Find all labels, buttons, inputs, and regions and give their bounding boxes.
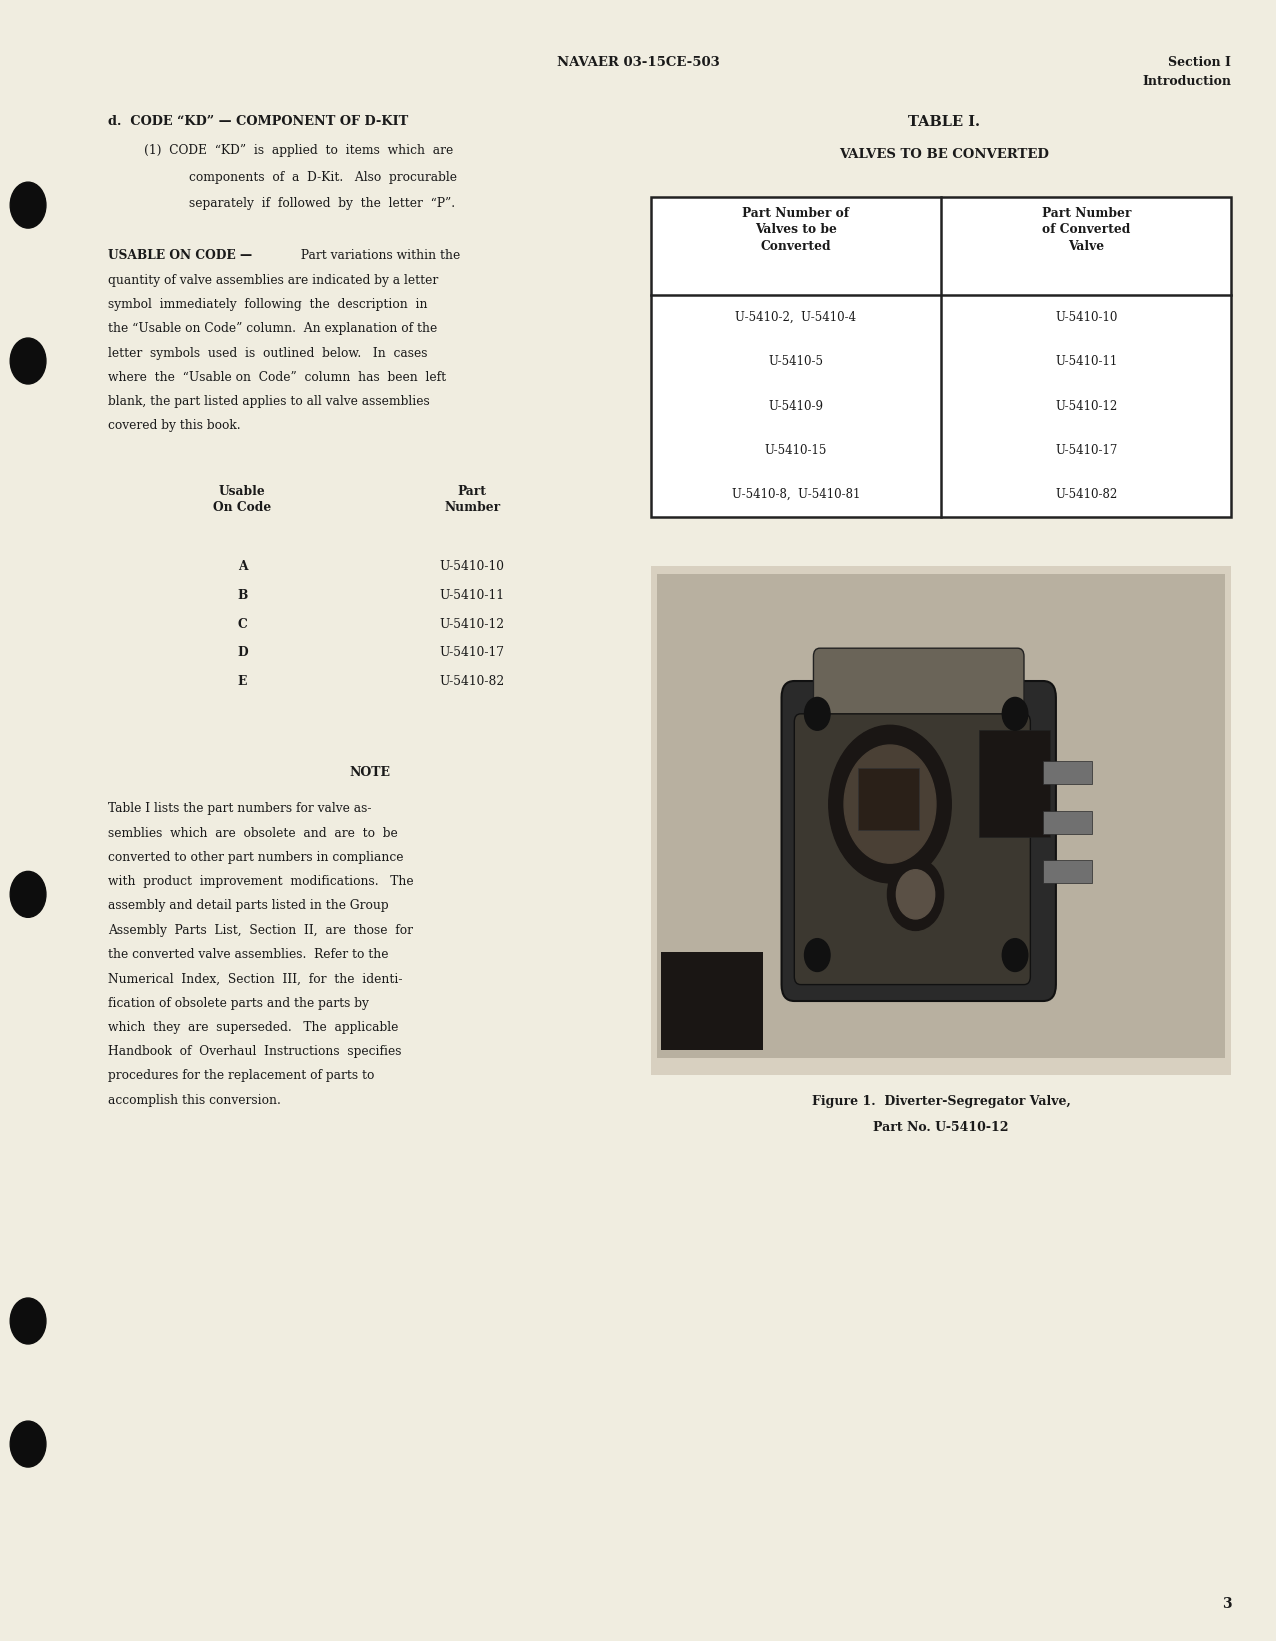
Text: U-5410-11: U-5410-11: [1055, 356, 1118, 368]
Text: U-5410-9: U-5410-9: [768, 400, 823, 412]
Bar: [859, 768, 920, 830]
Text: separately  if  followed  by  the  letter  “P”.: separately if followed by the letter “P”…: [189, 197, 456, 210]
Text: B: B: [237, 589, 248, 602]
Text: the “Usable on Code” column.  An explanation of the: the “Usable on Code” column. An explanat…: [108, 322, 438, 335]
Text: U-5410-17: U-5410-17: [1055, 445, 1118, 456]
Text: Introduction: Introduction: [1142, 75, 1231, 89]
Text: USABLE ON CODE —: USABLE ON CODE —: [108, 249, 253, 263]
Text: U-5410-5: U-5410-5: [768, 356, 823, 368]
Circle shape: [896, 870, 934, 919]
Circle shape: [845, 745, 937, 863]
Circle shape: [10, 1298, 46, 1344]
Circle shape: [10, 871, 46, 917]
Bar: [651, 197, 1231, 517]
Text: (1)  CODE  “KD”  is  applied  to  items  which  are: (1) CODE “KD” is applied to items which …: [144, 144, 453, 158]
Bar: [980, 730, 1050, 837]
Circle shape: [1003, 697, 1028, 730]
Text: blank, the part listed applies to all valve assemblies: blank, the part listed applies to all va…: [108, 395, 430, 409]
Text: semblies  which  are  obsolete  and  are  to  be: semblies which are obsolete and are to b…: [108, 827, 398, 840]
FancyBboxPatch shape: [814, 648, 1025, 738]
Bar: [657, 574, 1225, 1058]
Text: converted to other part numbers in compliance: converted to other part numbers in compl…: [108, 852, 404, 863]
Text: U-5410-15: U-5410-15: [764, 445, 827, 456]
FancyBboxPatch shape: [794, 714, 1031, 985]
Circle shape: [10, 1421, 46, 1467]
Text: Part variations within the: Part variations within the: [297, 249, 461, 263]
Circle shape: [10, 338, 46, 384]
Circle shape: [10, 182, 46, 228]
Text: where  the  “Usable on  Code”  column  has  been  left: where the “Usable on Code” column has be…: [108, 371, 447, 384]
Text: with  product  improvement  modifications.   The: with product improvement modifications. …: [108, 875, 415, 888]
Circle shape: [805, 697, 831, 730]
Text: which  they  are  superseded.   The  applicable: which they are superseded. The applicabl…: [108, 1021, 399, 1034]
Text: U-5410-17: U-5410-17: [440, 647, 504, 660]
Text: U-5410-82: U-5410-82: [439, 674, 505, 688]
Circle shape: [888, 858, 944, 930]
Circle shape: [828, 725, 952, 883]
Circle shape: [1003, 939, 1028, 971]
Text: U-5410-82: U-5410-82: [1055, 489, 1118, 501]
Bar: [1044, 811, 1092, 834]
Bar: [1044, 860, 1092, 883]
Text: Figure 1.  Diverter-Segregator Valve,: Figure 1. Diverter-Segregator Valve,: [812, 1095, 1071, 1108]
Text: U-5410-8,  U-5410-81: U-5410-8, U-5410-81: [731, 489, 860, 501]
Text: U-5410-2,  U-5410-4: U-5410-2, U-5410-4: [735, 312, 856, 323]
Text: fication of obsolete parts and the parts by: fication of obsolete parts and the parts…: [108, 996, 369, 1009]
Text: letter  symbols  used  is  outlined  below.   In  cases: letter symbols used is outlined below. I…: [108, 346, 427, 359]
Text: Section I: Section I: [1169, 56, 1231, 69]
Text: VALVES TO BE CONVERTED: VALVES TO BE CONVERTED: [840, 148, 1049, 161]
Text: U-5410-12: U-5410-12: [1055, 400, 1118, 412]
Text: 3: 3: [1221, 1597, 1231, 1611]
Text: NOTE: NOTE: [350, 766, 390, 779]
Text: procedures for the replacement of parts to: procedures for the replacement of parts …: [108, 1070, 375, 1083]
Text: Table I lists the part numbers for valve as-: Table I lists the part numbers for valve…: [108, 802, 373, 816]
Text: Handbook  of  Overhaul  Instructions  specifies: Handbook of Overhaul Instructions specif…: [108, 1045, 402, 1058]
Text: quantity of valve assemblies are indicated by a letter: quantity of valve assemblies are indicat…: [108, 274, 439, 287]
Text: U-5410-12: U-5410-12: [439, 617, 505, 630]
Text: NAVAER 03-15CE-503: NAVAER 03-15CE-503: [556, 56, 720, 69]
Text: U-5410-10: U-5410-10: [440, 560, 504, 573]
Text: components  of  a  D-Kit.   Also  procurable: components of a D-Kit. Also procurable: [189, 171, 457, 184]
Text: C: C: [237, 617, 248, 630]
Text: Usable
On Code: Usable On Code: [213, 484, 272, 514]
Text: Assembly  Parts  List,  Section  II,  are  those  for: Assembly Parts List, Section II, are tho…: [108, 924, 413, 937]
Text: the converted valve assemblies.  Refer to the: the converted valve assemblies. Refer to…: [108, 948, 389, 962]
Text: A: A: [237, 560, 248, 573]
Text: accomplish this conversion.: accomplish this conversion.: [108, 1095, 281, 1106]
Text: TABLE I.: TABLE I.: [909, 115, 980, 130]
Text: d.  CODE “KD” — COMPONENT OF D-KIT: d. CODE “KD” — COMPONENT OF D-KIT: [108, 115, 408, 128]
Bar: [651, 566, 1231, 1075]
Text: Part
Number: Part Number: [444, 484, 500, 514]
Text: assembly and detail parts listed in the Group: assembly and detail parts listed in the …: [108, 899, 389, 912]
Text: Numerical  Index,  Section  III,  for  the  identi-: Numerical Index, Section III, for the id…: [108, 973, 403, 985]
Text: D: D: [237, 647, 248, 660]
Text: U-5410-11: U-5410-11: [440, 589, 504, 602]
Text: U-5410-10: U-5410-10: [1055, 312, 1118, 323]
Circle shape: [805, 939, 831, 971]
Text: covered by this book.: covered by this book.: [108, 420, 241, 433]
FancyBboxPatch shape: [781, 681, 1057, 1001]
Text: Part Number of
Valves to be
Converted: Part Number of Valves to be Converted: [743, 207, 850, 253]
Text: E: E: [237, 674, 248, 688]
Text: Part No. U-5410-12: Part No. U-5410-12: [873, 1121, 1009, 1134]
Text: symbol  immediately  following  the  description  in: symbol immediately following the descrip…: [108, 299, 427, 312]
Text: Part Number
of Converted
Valve: Part Number of Converted Valve: [1041, 207, 1131, 253]
Bar: [1044, 761, 1092, 784]
Bar: [661, 952, 763, 1050]
